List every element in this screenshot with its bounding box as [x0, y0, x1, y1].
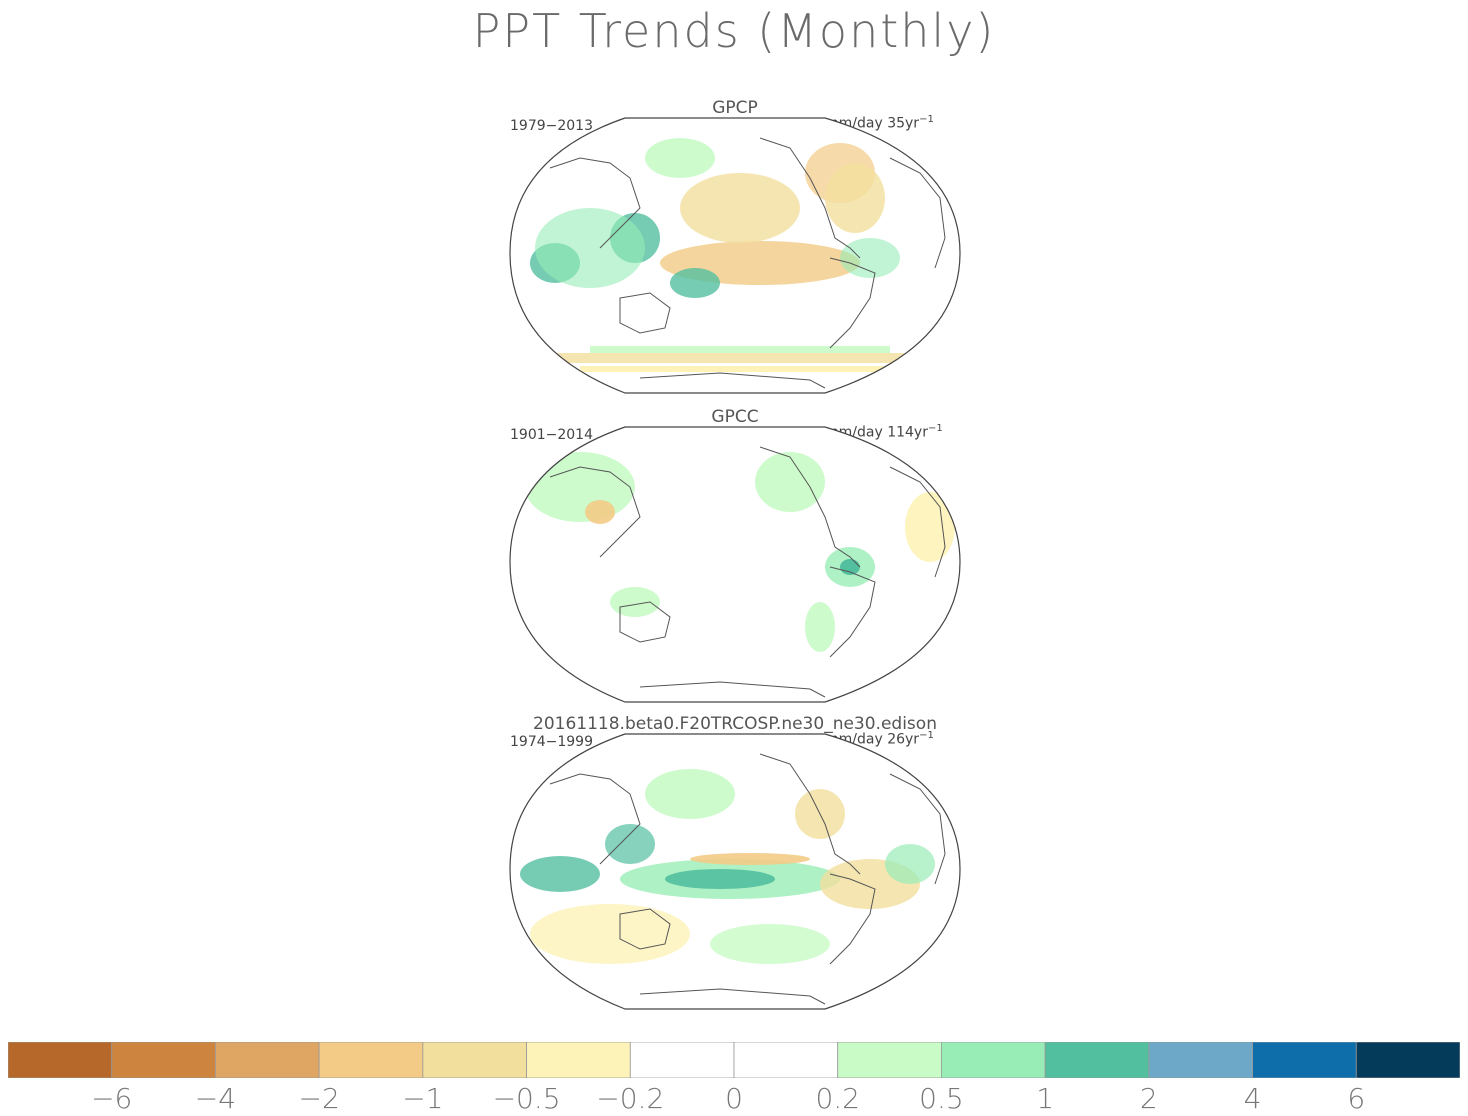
colorbar-tick-label: 1	[1036, 1082, 1055, 1115]
colorbar-swatch	[318, 1042, 424, 1078]
panel-title: GPCP	[712, 98, 758, 118]
map-model	[509, 733, 961, 1010]
colorbar-swatch	[1044, 1042, 1150, 1078]
colorbar	[8, 1042, 1460, 1078]
colorbar-tick-label: −6	[91, 1082, 133, 1115]
colorbar-tick-label: −1	[402, 1082, 444, 1115]
panel-title: GPCC	[711, 407, 759, 427]
colorbar-swatch	[1252, 1042, 1357, 1078]
map-panel-gpcp: GPCP 1979−2013 mm/day 35yr−1	[490, 98, 980, 398]
colorbar-swatch	[422, 1042, 527, 1078]
colorbar-tick-label: −2	[298, 1082, 340, 1115]
map-panel-model: 20161118.beta0.F20TRCOSP.ne30_ne30.ediso…	[490, 714, 980, 1014]
colorbar-swatch	[941, 1042, 1046, 1078]
panel-period: 1979−2013	[510, 118, 593, 134]
panel-period: 1974−1999	[510, 734, 593, 750]
colorbar-tick-label: −0.5	[492, 1082, 561, 1115]
colorbar-swatch	[1355, 1042, 1460, 1078]
colorbar-swatch	[837, 1042, 942, 1078]
map-gpcp	[509, 117, 961, 394]
map-panel-gpcc: GPCC 1901−2014 mm/day 114yr−1	[490, 407, 980, 707]
colorbar-tick-label: 0.2	[815, 1082, 860, 1115]
colorbar-swatch	[1148, 1042, 1253, 1078]
colorbar-tick-label: 0.5	[919, 1082, 964, 1115]
colorbar-swatch	[8, 1042, 113, 1078]
colorbar-tick-label: 2	[1139, 1082, 1158, 1115]
colorbar-tick-label: −0.2	[596, 1082, 665, 1115]
main-title: PPT Trends (Monthly)	[472, 4, 996, 58]
colorbar-swatch	[629, 1042, 735, 1078]
panel-period: 1901−2014	[510, 427, 593, 443]
colorbar-swatch	[111, 1042, 216, 1078]
colorbar-tick-label: 0	[725, 1082, 743, 1115]
colorbar-tick-label: −4	[194, 1082, 237, 1115]
colorbar-tick-label: 6	[1347, 1082, 1366, 1115]
colorbar-swatch	[526, 1042, 631, 1078]
panel-title: 20161118.beta0.F20TRCOSP.ne30_ne30.ediso…	[533, 714, 937, 734]
colorbar-tick-label: 4	[1243, 1082, 1262, 1115]
map-gpcc	[509, 426, 961, 703]
colorbar-swatch	[733, 1042, 839, 1078]
colorbar-swatch	[215, 1042, 320, 1078]
